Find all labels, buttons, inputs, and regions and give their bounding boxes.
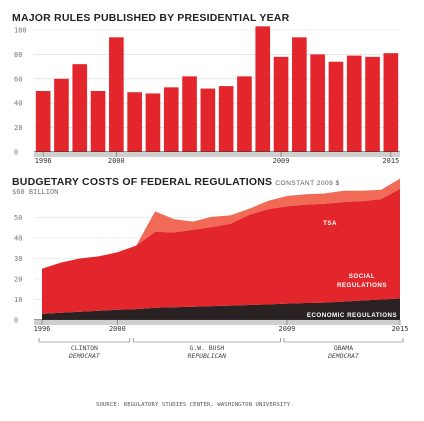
area-x-tick-label: 2015 <box>392 325 409 333</box>
area-y-tick-label: 10 <box>14 296 22 304</box>
bar-2015 <box>383 53 399 152</box>
area-series-economic-regulations <box>42 298 400 320</box>
bar-2002 <box>145 93 161 152</box>
bar-x-tick-label: 1996 <box>35 157 52 165</box>
admin-party-0: DEMOCRAT <box>68 352 101 360</box>
area-y-tick-label: 0 <box>14 317 18 325</box>
area-y-tick-label: 40 <box>14 235 22 243</box>
bar-y-tick-label: 20 <box>14 124 22 132</box>
bar-2003 <box>163 87 179 152</box>
bar-x-tick-label: 2015 <box>382 157 399 165</box>
area-label-economic: ECONOMIC REGULATIONS <box>307 312 397 319</box>
bar-y-tick-label: 0 <box>14 149 18 157</box>
admin-name-2: OBAMA <box>334 344 353 352</box>
area-x-tick-label: 1996 <box>34 325 51 333</box>
area-x-tick-label: 2000 <box>109 325 126 333</box>
bar-2014 <box>365 56 380 153</box>
bar-2013 <box>346 55 362 153</box>
area-y-tick-label: 20 <box>14 276 22 284</box>
bar-2011 <box>310 54 325 152</box>
area-y-axis-label: $60 BILLION <box>12 188 58 196</box>
area-label-social-1: SOCIAL <box>349 273 375 280</box>
area-x-tick-label: 2009 <box>279 325 296 333</box>
area-chart-units: CONSTANT 2009 $ <box>275 180 340 187</box>
area-y-tick-label: 30 <box>14 255 22 263</box>
area-axis-band <box>34 320 400 325</box>
admin-bracket <box>132 338 281 343</box>
bar-1997 <box>54 78 69 152</box>
admin-party-2: DEMOCRAT <box>327 352 360 360</box>
admin-bracket <box>283 338 404 343</box>
bar-2001 <box>127 92 142 152</box>
bar-x-tick-label: 2000 <box>108 157 125 165</box>
source-note: SOURCE: REGULATORY STUDIES CENTER, WASHI… <box>96 402 291 408</box>
admin-bracket <box>38 338 131 343</box>
bar-2007 <box>237 76 252 152</box>
bar-2004 <box>182 76 197 152</box>
bar-y-tick-label: 60 <box>14 75 22 83</box>
area-chart-title-text: BUDGETARY COSTS OF FEDERAL REGULATIONS <box>12 176 273 188</box>
area-label-tsa: TSA <box>323 220 337 227</box>
bar-x-tick-label: 2009 <box>273 157 290 165</box>
bar-2000 <box>109 37 124 152</box>
area-series-social-regulations <box>42 188 400 314</box>
bar-y-tick-label: 80 <box>14 51 22 59</box>
bar-2008 <box>255 26 271 153</box>
bar-2012 <box>328 61 344 152</box>
admin-party-1: REPUBLICAN <box>188 352 227 360</box>
bar-axis-band <box>34 152 400 157</box>
bar-y-tick-label: 40 <box>14 100 22 108</box>
bar-y-tick-label: 100 <box>14 27 27 35</box>
bar-2009 <box>273 56 289 153</box>
area-y-tick-label: 50 <box>14 214 22 222</box>
bar-1998 <box>72 64 88 152</box>
admin-name-1: G.W. BUSH <box>190 344 225 352</box>
bar-2006 <box>218 86 234 152</box>
bar-2005 <box>200 88 216 152</box>
bar-2010 <box>292 37 307 152</box>
bar-1996 <box>35 91 51 152</box>
bar-chart-title: MAJOR RULES PUBLISHED BY PRESIDENTIAL YE… <box>12 12 290 24</box>
admin-name-0: CLINTON <box>71 344 98 352</box>
area-chart-title: BUDGETARY COSTS OF FEDERAL REGULATIONS C… <box>12 176 340 188</box>
bar-1999 <box>90 91 106 152</box>
area-series-tsa <box>42 178 400 269</box>
area-label-social-2: REGULATIONS <box>337 282 387 289</box>
